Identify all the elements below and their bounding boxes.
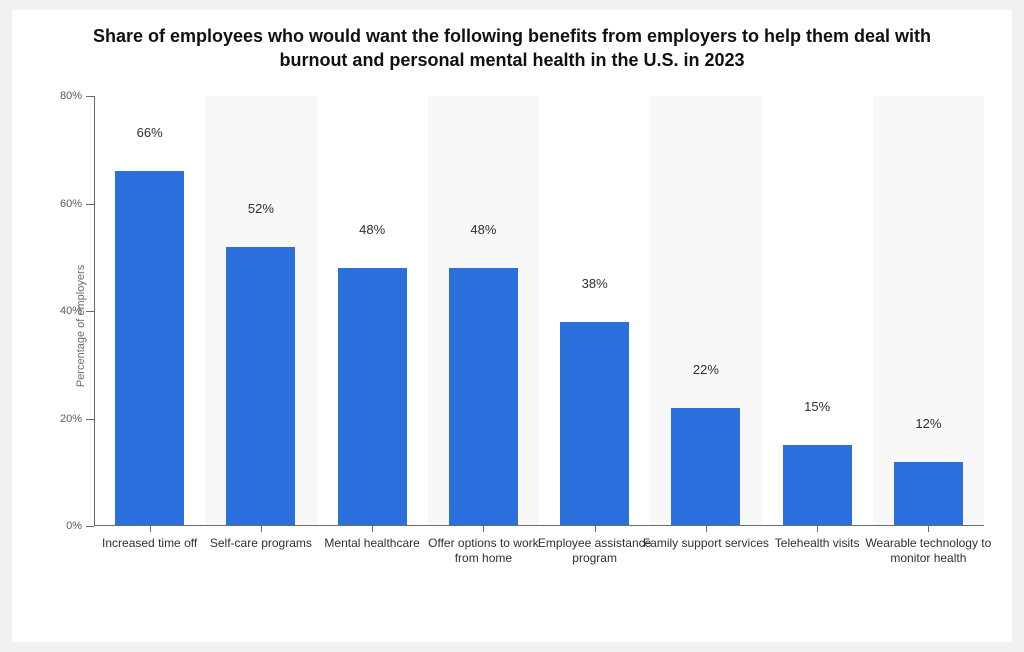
category-band: 48%Offer options to work from home (428, 96, 539, 526)
bar (226, 247, 295, 527)
y-tick-label: 80% (60, 90, 82, 102)
bar (338, 268, 407, 526)
chart-card: Share of employees who would want the fo… (12, 10, 1012, 642)
bar-value-label: 66% (94, 125, 205, 148)
bars-layer: 66%Increased time off52%Self-care progra… (94, 96, 984, 526)
y-tick-label: 20% (60, 413, 82, 425)
y-tick-label: 40% (60, 305, 82, 317)
bar (115, 171, 184, 526)
category-band: 38%Employee assistance program (539, 96, 650, 526)
y-tick-label: 60% (60, 198, 82, 210)
y-tick (86, 311, 94, 312)
category-band: 66%Increased time off (94, 96, 205, 526)
y-tick (86, 526, 94, 527)
bar (560, 322, 629, 526)
plot-area: 66%Increased time off52%Self-care progra… (94, 96, 984, 526)
bar-value-label: 52% (205, 201, 316, 224)
bar (449, 268, 518, 526)
y-axis-line (94, 96, 95, 526)
bar (783, 445, 852, 526)
chart-title: Share of employees who would want the fo… (12, 24, 1012, 73)
bar-value-label: 48% (317, 222, 428, 245)
bar (671, 408, 740, 526)
bar-value-label: 22% (650, 362, 761, 385)
bar-value-label: 48% (428, 222, 539, 245)
category-band: 15%Telehealth visits (762, 96, 873, 526)
bar-value-label: 15% (762, 399, 873, 422)
category-band: 52%Self-care programs (205, 96, 316, 526)
x-tick-label: Wearable technology to monitor health (862, 526, 996, 566)
y-tick-label: 0% (66, 520, 82, 532)
y-axis-label: Percentage of employers (75, 265, 87, 387)
category-band: 48%Mental healthcare (317, 96, 428, 526)
y-tick (86, 96, 94, 97)
y-tick (86, 204, 94, 205)
bar-value-label: 38% (539, 276, 650, 299)
category-band: 12%Wearable technology to monitor health (873, 96, 984, 526)
bar-value-label: 12% (873, 416, 984, 439)
category-band: 22%Family support services (650, 96, 761, 526)
bar (894, 462, 963, 527)
y-tick (86, 419, 94, 420)
x-axis-line (94, 525, 984, 526)
